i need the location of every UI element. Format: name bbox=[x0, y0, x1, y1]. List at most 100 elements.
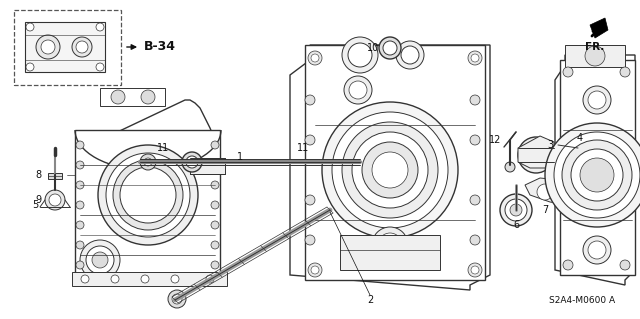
Circle shape bbox=[588, 91, 606, 109]
Polygon shape bbox=[558, 138, 578, 165]
Circle shape bbox=[518, 137, 554, 173]
Circle shape bbox=[505, 162, 515, 172]
Circle shape bbox=[111, 275, 119, 283]
Polygon shape bbox=[525, 178, 572, 205]
Circle shape bbox=[98, 145, 198, 245]
Bar bbox=[560, 60, 635, 275]
Text: 6: 6 bbox=[513, 220, 519, 230]
Circle shape bbox=[470, 235, 480, 245]
Circle shape bbox=[206, 275, 214, 283]
Bar bbox=[565, 45, 625, 67]
Circle shape bbox=[182, 152, 202, 172]
Circle shape bbox=[76, 241, 84, 249]
Circle shape bbox=[510, 204, 522, 216]
Polygon shape bbox=[78, 100, 215, 273]
Circle shape bbox=[471, 54, 479, 62]
Circle shape bbox=[308, 263, 322, 277]
Circle shape bbox=[76, 201, 84, 209]
Circle shape bbox=[96, 23, 104, 31]
Circle shape bbox=[45, 190, 65, 210]
Circle shape bbox=[524, 143, 548, 167]
Text: S2A4-M0600 A: S2A4-M0600 A bbox=[549, 296, 615, 305]
Circle shape bbox=[76, 221, 84, 229]
Circle shape bbox=[76, 161, 84, 169]
Circle shape bbox=[211, 201, 219, 209]
Circle shape bbox=[314, 156, 326, 168]
Circle shape bbox=[211, 181, 219, 189]
Circle shape bbox=[470, 95, 480, 105]
Circle shape bbox=[76, 261, 84, 269]
Circle shape bbox=[311, 54, 319, 62]
Circle shape bbox=[141, 275, 149, 283]
Circle shape bbox=[211, 261, 219, 269]
Polygon shape bbox=[555, 55, 635, 285]
Circle shape bbox=[186, 156, 198, 168]
Bar bbox=[14, 10, 121, 85]
Circle shape bbox=[620, 67, 630, 77]
Circle shape bbox=[76, 41, 88, 53]
Circle shape bbox=[349, 81, 367, 99]
Circle shape bbox=[76, 141, 84, 149]
Circle shape bbox=[96, 63, 104, 71]
Circle shape bbox=[383, 41, 397, 55]
Circle shape bbox=[168, 290, 186, 308]
Circle shape bbox=[563, 260, 573, 270]
Bar bbox=[340, 235, 440, 270]
Circle shape bbox=[41, 40, 55, 54]
Circle shape bbox=[537, 184, 553, 200]
Circle shape bbox=[308, 51, 322, 65]
Text: 9: 9 bbox=[35, 195, 41, 205]
Text: 2: 2 bbox=[367, 295, 373, 305]
Circle shape bbox=[322, 102, 458, 238]
Circle shape bbox=[620, 260, 630, 270]
Circle shape bbox=[471, 266, 479, 274]
Circle shape bbox=[211, 161, 219, 169]
Circle shape bbox=[362, 142, 418, 198]
Circle shape bbox=[500, 194, 532, 226]
Text: 8: 8 bbox=[35, 170, 41, 180]
Circle shape bbox=[401, 46, 419, 64]
Circle shape bbox=[372, 227, 408, 263]
Bar bbox=[48, 173, 62, 179]
Text: 11: 11 bbox=[297, 143, 309, 153]
Circle shape bbox=[505, 199, 527, 221]
Circle shape bbox=[120, 167, 176, 223]
Circle shape bbox=[36, 35, 60, 59]
Circle shape bbox=[305, 95, 315, 105]
Bar bbox=[100, 88, 165, 106]
Circle shape bbox=[171, 275, 179, 283]
Circle shape bbox=[311, 266, 319, 274]
Text: 12: 12 bbox=[489, 135, 501, 145]
Circle shape bbox=[580, 158, 614, 192]
Polygon shape bbox=[75, 130, 220, 280]
Text: 11: 11 bbox=[157, 143, 169, 153]
Circle shape bbox=[585, 46, 605, 66]
Circle shape bbox=[332, 112, 448, 228]
Circle shape bbox=[80, 240, 120, 280]
Text: B-34: B-34 bbox=[144, 41, 176, 54]
Text: 5: 5 bbox=[32, 200, 38, 210]
Circle shape bbox=[211, 241, 219, 249]
Circle shape bbox=[352, 132, 428, 208]
Text: 7: 7 bbox=[542, 205, 548, 215]
Circle shape bbox=[470, 135, 480, 145]
Text: 10: 10 bbox=[367, 43, 379, 53]
Circle shape bbox=[113, 160, 183, 230]
Circle shape bbox=[372, 152, 408, 188]
Circle shape bbox=[396, 41, 424, 69]
Circle shape bbox=[211, 221, 219, 229]
Circle shape bbox=[468, 51, 482, 65]
Circle shape bbox=[106, 153, 190, 237]
Circle shape bbox=[26, 63, 34, 71]
Circle shape bbox=[76, 181, 84, 189]
Circle shape bbox=[563, 67, 573, 77]
Circle shape bbox=[470, 195, 480, 205]
Circle shape bbox=[342, 37, 378, 73]
Circle shape bbox=[144, 158, 152, 166]
Circle shape bbox=[92, 252, 108, 268]
Circle shape bbox=[305, 135, 315, 145]
Circle shape bbox=[141, 90, 155, 104]
Bar bbox=[190, 158, 225, 174]
Text: 4: 4 bbox=[577, 133, 583, 143]
Circle shape bbox=[111, 90, 125, 104]
